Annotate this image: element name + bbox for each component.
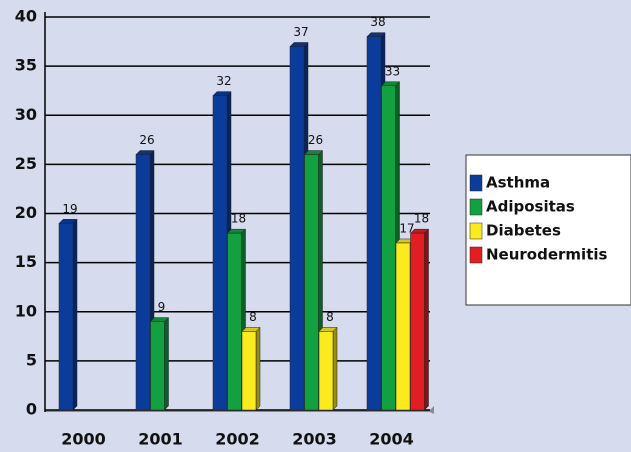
bar <box>241 331 257 411</box>
bar <box>304 154 319 411</box>
x-tick-label: 2003 <box>292 430 337 449</box>
value-label: 8 <box>249 310 257 324</box>
bar <box>150 321 165 411</box>
y-tick-label: 5 <box>26 350 37 369</box>
x-tick-label: 2000 <box>61 430 106 449</box>
y-tick-label: 20 <box>15 203 37 222</box>
legend-swatch <box>469 198 483 216</box>
value-label: 32 <box>216 74 231 88</box>
value-label: 33 <box>385 64 400 78</box>
bar <box>366 36 382 411</box>
bar <box>318 331 334 411</box>
legend-swatch <box>469 222 483 240</box>
y-tick-label: 0 <box>26 400 37 419</box>
bar-side <box>72 218 78 411</box>
bar <box>212 95 228 411</box>
value-label: 19 <box>62 202 77 216</box>
bar-side <box>332 326 338 411</box>
value-label: 18 <box>231 212 246 226</box>
legend-label: Adipositas <box>486 198 575 216</box>
legend-label: Diabetes <box>486 222 561 240</box>
value-label: 17 <box>399 221 414 235</box>
legend-label: Neurodermitis <box>486 246 608 264</box>
bar <box>135 154 151 411</box>
bar <box>381 85 396 411</box>
bar-side <box>255 326 261 411</box>
x-tick-label: 2002 <box>215 430 260 449</box>
value-label: 26 <box>308 133 323 147</box>
value-label: 18 <box>414 212 429 226</box>
value-label: 38 <box>370 15 385 29</box>
bar <box>289 46 305 411</box>
y-tick-label: 10 <box>15 301 37 320</box>
legend-label: Asthma <box>486 174 550 192</box>
value-label: 26 <box>139 133 154 147</box>
legend-swatch <box>469 246 483 264</box>
bar-side <box>424 228 429 411</box>
y-tick-label: 40 <box>15 7 37 26</box>
x-tick-label: 2004 <box>369 430 414 449</box>
value-label: 9 <box>158 300 166 314</box>
bar <box>410 232 425 411</box>
bar <box>395 242 411 411</box>
legend <box>465 154 631 306</box>
bar-side <box>164 316 169 411</box>
bar <box>227 232 242 411</box>
y-tick-label: 15 <box>15 252 37 271</box>
bar <box>58 223 74 411</box>
y-tick-label: 30 <box>15 105 37 124</box>
y-tick-label: 25 <box>15 154 37 173</box>
legend-swatch <box>469 174 483 192</box>
y-tick-label: 35 <box>15 56 37 75</box>
value-label: 37 <box>293 25 308 39</box>
x-tick-label: 2001 <box>138 430 183 449</box>
value-label: 8 <box>326 310 334 324</box>
